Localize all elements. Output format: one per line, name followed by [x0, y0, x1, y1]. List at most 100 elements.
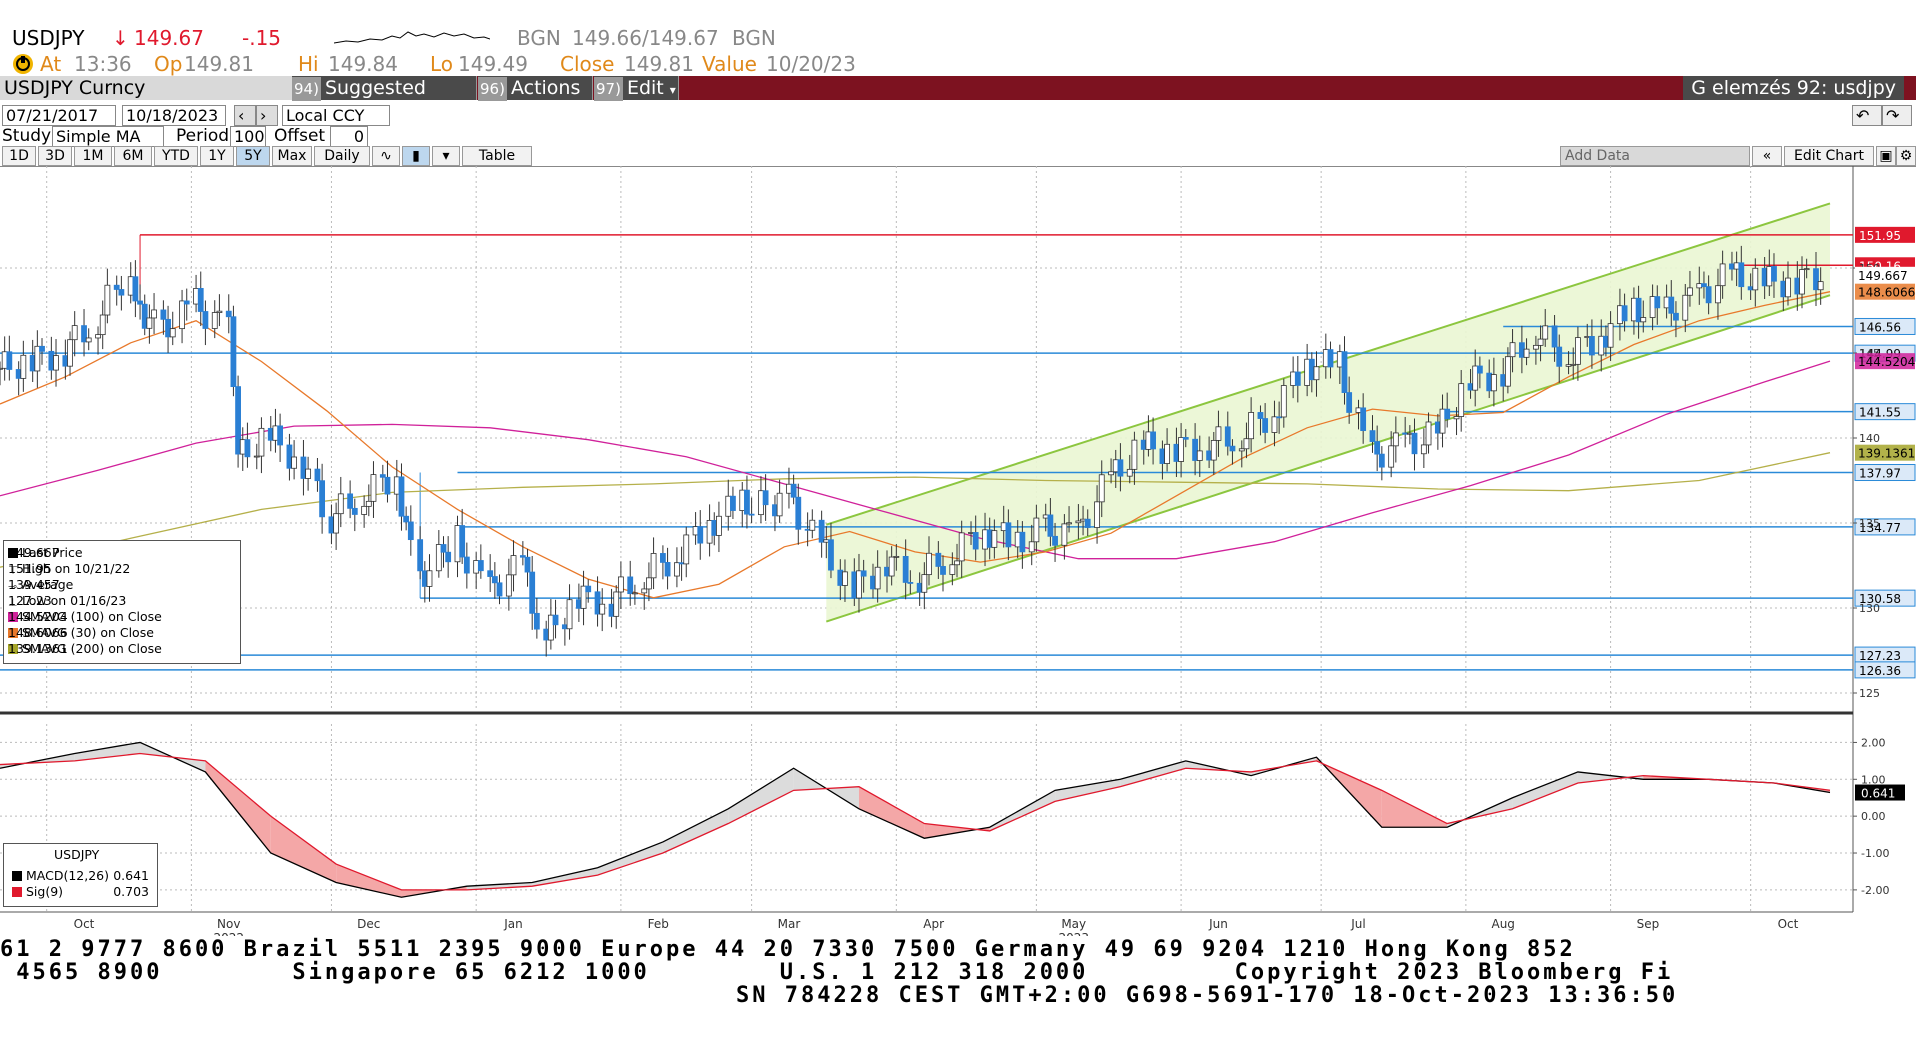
candle-body [524, 556, 531, 573]
table-button[interactable]: Table [462, 146, 532, 166]
price-chart[interactable]: 151.95150.16146.56144.99141.55137.97134.… [0, 166, 1916, 936]
candle-body [1336, 351, 1343, 368]
candle-body [197, 288, 204, 312]
candle-body [1780, 280, 1787, 298]
gear-icon[interactable]: ⚙ [1896, 146, 1916, 166]
range-ytd[interactable]: YTD [154, 146, 198, 166]
undo-icon[interactable]: ↶ [1852, 105, 1882, 126]
chart-type-chevron-icon[interactable]: ▾ [432, 146, 460, 166]
candle-body [1000, 522, 1007, 532]
range-3d[interactable]: 3D [38, 146, 72, 166]
price-change: -.15 [242, 26, 282, 50]
candle-body [29, 354, 36, 372]
legend-row: SMAVG (100) on Close [8, 609, 162, 625]
candle-body [888, 556, 895, 577]
frequency-select[interactable]: Daily [314, 146, 370, 166]
candle-body [34, 345, 41, 372]
legend-value: 149.667 [8, 545, 60, 560]
prev-arrow-icon[interactable]: ‹ [234, 105, 256, 126]
candle-body [1486, 372, 1493, 392]
candle-body [949, 564, 956, 575]
security-field[interactable]: USDJPY Curncy [0, 76, 295, 100]
currency-select[interactable]: Local CCY [282, 105, 390, 126]
period-input[interactable]: 100 [230, 126, 266, 147]
candle-body [599, 603, 606, 615]
next-arrow-icon[interactable]: › [256, 105, 278, 126]
candle-body [361, 505, 368, 515]
year-label: 2023 [1058, 931, 1089, 936]
candle-body [1715, 285, 1721, 304]
double-chevron-left-icon[interactable]: « [1752, 146, 1782, 166]
candle-body [1589, 336, 1595, 356]
offset-input[interactable]: 0 [330, 126, 368, 147]
macd-fill [597, 841, 663, 876]
candle-chart-icon[interactable]: ▮ [402, 146, 430, 166]
edit-button[interactable]: 97) Edit ▾ [594, 76, 679, 101]
candle-body [1369, 430, 1376, 442]
candle-body [1518, 342, 1525, 358]
suggested-charts-button[interactable]: 94)Suggested Charts [292, 76, 477, 124]
candle-body [253, 455, 260, 458]
candle-body [1766, 266, 1773, 287]
axis-tick-label: 140 [1859, 432, 1880, 445]
candle-body [421, 570, 428, 587]
candle-body [1210, 439, 1217, 461]
axis-value-box [1855, 283, 1915, 300]
candle-body [1509, 342, 1516, 358]
candle-body [907, 582, 914, 584]
candle-body [1257, 412, 1264, 419]
edit-chart-button[interactable]: Edit Chart [1784, 146, 1874, 166]
candle-body [1080, 518, 1086, 522]
chevron-down-icon: ▾ [478, 108, 485, 122]
candle-body [1341, 351, 1348, 393]
end-date-field[interactable]: 10/18/2023 [122, 105, 226, 126]
month-label: Nov [217, 917, 240, 931]
chart-settings-icon[interactable]: ▣ [1876, 146, 1896, 166]
candle-body [874, 566, 881, 590]
month-label: Apr [923, 917, 944, 931]
range-max[interactable]: Max [272, 146, 312, 166]
candle-body [491, 576, 498, 584]
trend-channel [825, 202, 1831, 623]
axis-tick-label: 135 [1859, 517, 1880, 530]
signal-line [0, 752, 1831, 891]
alert-icon[interactable] [12, 53, 34, 80]
legend-label: Sig(9) [26, 884, 64, 899]
month-label: Feb [648, 917, 669, 931]
candle-body [991, 530, 998, 548]
add-data-field[interactable]: Add Data [1560, 146, 1750, 166]
range-5y[interactable]: 5Y [236, 146, 270, 166]
legend-label: Low on 01/16/23 [22, 593, 127, 608]
actions-button[interactable]: 96) Actions ▾ [478, 76, 593, 122]
candle-body [216, 310, 223, 313]
range-1m[interactable]: 1M [74, 146, 112, 166]
candle-body [328, 516, 335, 534]
candle-body [239, 439, 246, 455]
study-select[interactable]: Simple MA [52, 126, 164, 147]
legend-value: 148.6066 [8, 625, 68, 640]
macd-fill [924, 823, 990, 839]
candle-body [725, 495, 732, 517]
range-1d[interactable]: 1D [2, 146, 36, 166]
candle-body [314, 468, 321, 482]
legend-swatch [8, 644, 18, 654]
line-chart-icon[interactable]: ∿ [372, 146, 400, 166]
range-6m[interactable]: 6M [114, 146, 152, 166]
legend-row: ⊤ High on 10/21/22 [8, 561, 130, 577]
axis-tick-label: -2.00 [1861, 884, 1889, 897]
candle-body [1280, 385, 1287, 418]
candle-body [1196, 450, 1203, 461]
candle-body [580, 585, 587, 609]
value-label: Value [702, 52, 757, 76]
candle-body [1019, 531, 1026, 553]
study-controls: Study Simple MA Period 100 Offset 0 [0, 126, 1916, 147]
start-date-field[interactable]: 07/21/2017 [2, 105, 116, 126]
chevron-down-icon: ▾ [669, 83, 676, 97]
redo-icon[interactable]: ↷ [1882, 105, 1912, 126]
candle-body [1640, 317, 1647, 323]
moving-averages [0, 291, 1831, 599]
range-1y[interactable]: 1Y [200, 146, 234, 166]
legend-label: SMAVG (200) on Close [22, 641, 162, 656]
candle-body [692, 526, 699, 536]
candle-body [1224, 426, 1231, 447]
